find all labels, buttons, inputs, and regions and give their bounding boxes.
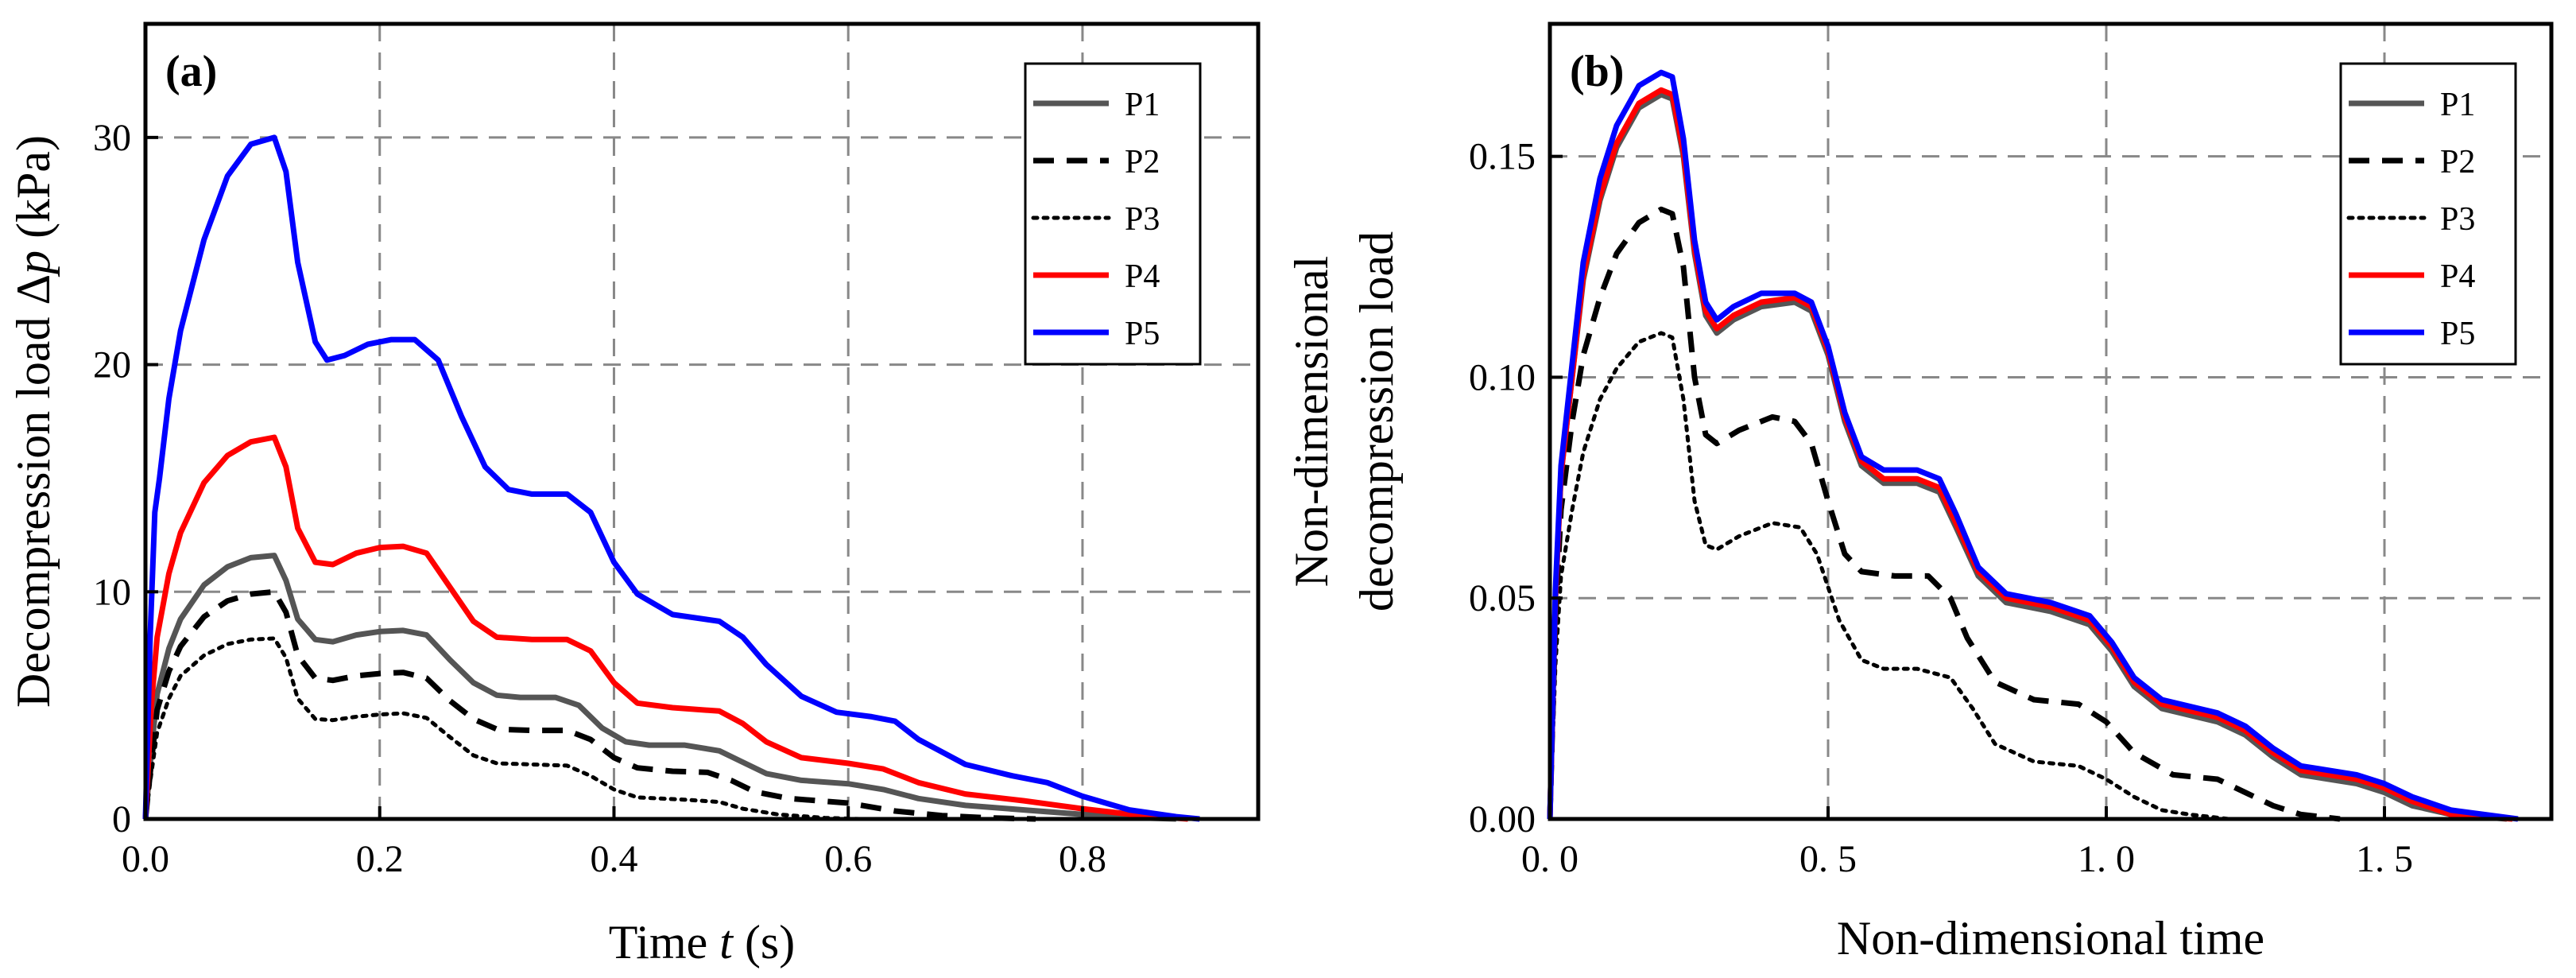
chart-b-legend-label-p3: P3	[2440, 201, 2475, 238]
chart-a-ytick-label-3: 30	[93, 117, 131, 159]
chart-b-ytick-label-1: 0.05	[1469, 577, 1536, 619]
chart-a-xlabel-part-1: t	[719, 916, 734, 968]
chart-a-ylabel-part-0: Decompression load Δ	[7, 274, 60, 708]
chart-a-xtick-label-2: 0.4	[590, 838, 637, 880]
chart-b-xtick-label-1: 0. 5	[1799, 838, 1857, 880]
panel-b: 0. 0 0. 5 1. 0 1. 5 0.00 0.05 0.10 0.15 Non-dime…	[1285, 21, 2554, 964]
chart-a-legend-label-p1: P1	[1125, 87, 1160, 123]
chart-b-xlabel: Non-dimensional time	[1837, 912, 2264, 964]
chart-b-series-p2-line	[1547, 206, 2341, 822]
chart-a-ylabel-part-2: (kPa)	[7, 135, 60, 250]
chart-a-legend: P1 P2 P3 P4 P5	[1024, 62, 1202, 366]
chart-a-ylabel: Decompression load Δp (kPa)	[7, 135, 60, 708]
chart-b-ytick-label-2: 0.10	[1469, 356, 1536, 398]
chart-b-xtick-label-2: 1. 0	[2078, 838, 2135, 880]
chart-a-ylabel-part-1: p	[7, 250, 60, 277]
chart-a-panel-tag: (a)	[165, 47, 217, 96]
chart-a-xtick-label-0: 0.0	[122, 838, 169, 880]
chart-a-legend-label-p4: P4	[1125, 258, 1160, 295]
chart-a-series-p3-line	[143, 636, 862, 821]
chart-b-legend: P1 P2 P3 P4 P5	[2339, 62, 2517, 366]
chart-a-series-p2-line	[142, 588, 1036, 822]
chart-b-series-p4-line	[1547, 87, 2513, 822]
chart-b-series-p5-line	[1547, 69, 2519, 822]
chart-a-legend-label-p5: P5	[1125, 316, 1160, 352]
chart-a-legend-label-p2: P2	[1125, 144, 1160, 180]
chart-b-ylabel-line-0: Non-dimensional	[1285, 256, 1338, 588]
chart-a-series-p5-line	[142, 134, 1200, 822]
chart-b-panel-tag: (b)	[1570, 47, 1624, 96]
chart-b-ylabel-line-1: decompression load	[1350, 231, 1403, 611]
chart-a-xlabel: Time t (s)	[609, 916, 796, 968]
chart-a-xtick-label-3: 0.6	[824, 838, 872, 880]
chart-a-ytick-label-1: 10	[93, 571, 131, 613]
chart-b-series-p3-line	[1548, 331, 2231, 821]
chart-a-xtick-label-4: 0.8	[1059, 838, 1106, 880]
chart-a-ytick-label-2: 20	[93, 344, 131, 386]
chart-a-xtick-label-1: 0.2	[356, 838, 404, 880]
panel-a: 0.0 0.2 0.4 0.6 0.8 0 10 20 30 Time t (s) Decompre…	[7, 21, 1261, 968]
chart-b-legend-label-p2: P2	[2440, 144, 2475, 180]
chart-b-legend-label-p5: P5	[2440, 316, 2475, 352]
chart-b-legend-label-p4: P4	[2440, 258, 2475, 295]
chart-a-ytick-label-0: 0	[112, 798, 131, 840]
chart-b-ytick-label-0: 0.00	[1469, 798, 1536, 840]
chart-b-plot-frame	[1548, 21, 2554, 821]
chart-b-xtick-label-0: 0. 0	[1521, 838, 1579, 880]
chart-a-xlabel-part-2: (s)	[733, 916, 795, 968]
chart-a-series-p1-line	[142, 553, 1176, 822]
chart-a-plot-frame	[143, 21, 1261, 821]
chart-b-legend-label-p1: P1	[2440, 87, 2475, 123]
chart-b-legend-box	[2339, 62, 2517, 366]
chart-b-ytick-label-3: 0.15	[1469, 136, 1536, 178]
chart-a-legend-box	[1024, 62, 1202, 366]
chart-a-xlabel-part-0: Time	[609, 916, 720, 968]
chart-b-xtick-label-3: 1. 5	[2356, 838, 2413, 880]
chart-a-series-p4-line	[142, 434, 1188, 822]
chart-a-legend-label-p3: P3	[1125, 201, 1160, 238]
